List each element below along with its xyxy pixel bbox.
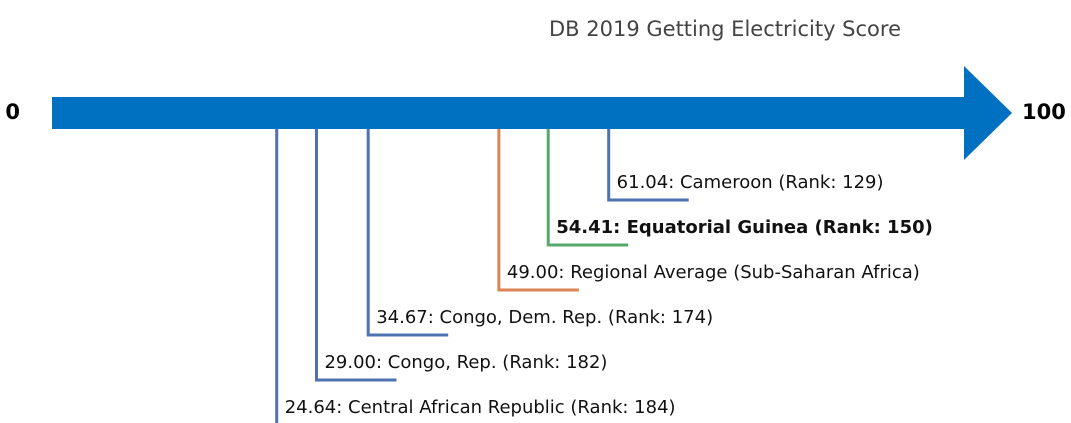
marker-label: 29.00: Congo, Rep. (Rank: 182) bbox=[324, 352, 607, 373]
marker-line bbox=[366, 129, 449, 337]
marker-line bbox=[275, 129, 279, 423]
x-tick-label: 100 bbox=[1022, 100, 1066, 124]
marker-line bbox=[497, 129, 579, 292]
marker-label: 34.67: Congo, Dem. Rep. (Rank: 174) bbox=[376, 307, 713, 328]
axis-arrow-body bbox=[52, 97, 965, 129]
marker-label: 24.64: Central African Republic (Rank: 1… bbox=[285, 397, 676, 418]
x-tick-label: 0 bbox=[5, 100, 20, 124]
marker-label: 54.41: Equatorial Guinea (Rank: 150) bbox=[556, 217, 933, 238]
marker-line bbox=[546, 129, 629, 247]
marker-line bbox=[607, 129, 689, 202]
chart-title: DB 2019 Getting Electricity Score bbox=[549, 17, 901, 41]
axis-arrow-head bbox=[964, 66, 1012, 160]
marker-label: 49.00: Regional Average (Sub-Saharan Afr… bbox=[507, 262, 920, 283]
marker-line bbox=[314, 129, 397, 382]
marker-label: 61.04: Cameroon (Rank: 129) bbox=[617, 172, 884, 193]
